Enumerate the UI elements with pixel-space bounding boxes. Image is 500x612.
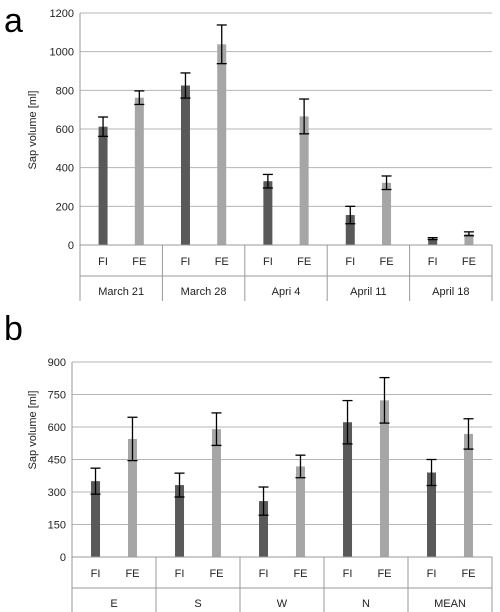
bar-fe [217, 44, 227, 245]
subcategory-label: FI [181, 256, 191, 268]
subcategory-label: FE [293, 568, 307, 580]
category-label: E [110, 598, 117, 610]
subcategory-label: FE [132, 256, 146, 268]
subcategory-label: FI [175, 568, 185, 580]
y-tick-label: 800 [56, 85, 74, 97]
y-tick-label: 750 [48, 390, 66, 402]
panel-a-chart: 0 200 400 600 800 1000 1200 FI FE March 21 FI FE Mar… [50, 8, 493, 301]
category-label: April 18 [432, 286, 469, 298]
subcategory-label: FE [462, 256, 476, 268]
subcategory-label: FI [345, 256, 355, 268]
bar-fe [211, 429, 221, 557]
bar-fi [259, 501, 269, 557]
y-tick-label: 0 [68, 240, 74, 252]
subcategory-label: FE [461, 568, 475, 580]
panel-a-letter: a [4, 2, 23, 40]
y-tick-label: 200 [56, 201, 74, 213]
bar-fi [180, 85, 190, 245]
subcategory-label: FE [297, 256, 311, 268]
y-tick-label: 1000 [50, 47, 74, 59]
y-tick-label: 450 [48, 455, 66, 467]
bar-fe [379, 400, 389, 557]
subcategory-label: FI [263, 256, 273, 268]
y-tick-label: 600 [56, 124, 74, 136]
subcategory-label: FI [428, 256, 438, 268]
panel-b-letter: b [4, 310, 23, 348]
bar-fe [463, 433, 473, 557]
bar-fe [127, 438, 137, 557]
bar-fi [263, 181, 273, 245]
category-label: MEAN [434, 598, 466, 610]
category-label: Apri 4 [272, 286, 301, 298]
bar-fi [428, 238, 438, 245]
panel-a-y-axis-label: Sap volume [ml] [27, 91, 39, 170]
bar-fe [382, 182, 392, 245]
subcategory-label: FE [125, 568, 139, 580]
category-label: March 21 [98, 286, 144, 298]
bar-fe [295, 466, 305, 557]
panel-b-y-axis-label: Sap volume [ml] [27, 391, 39, 470]
category-label: March 28 [181, 286, 227, 298]
bar-fi [98, 126, 108, 245]
category-label: S [194, 598, 201, 610]
subcategory-label: FI [98, 256, 108, 268]
category-label: N [362, 598, 370, 610]
y-tick-label: 400 [56, 163, 74, 175]
panel-b-chart: 0 150 300 450 600 750 900 FI FE E FI FE S FI FE W FI FE N F… [48, 357, 493, 612]
bar-fe [464, 233, 474, 245]
subcategory-label: FI [259, 568, 269, 580]
subcategory-label: FI [343, 568, 353, 580]
y-tick-label: 300 [48, 487, 66, 499]
subcategory-label: FI [427, 568, 437, 580]
subcategory-label: FI [91, 568, 101, 580]
bar-fe [134, 97, 144, 246]
subcategory-label: FE [377, 568, 391, 580]
bar-fi [91, 481, 101, 557]
bar-fi [345, 215, 355, 245]
y-tick-label: 900 [48, 357, 66, 369]
subcategory-label: FE [209, 568, 223, 580]
y-tick-label: 150 [48, 520, 66, 532]
category-label: W [277, 598, 288, 610]
y-tick-label: 600 [48, 422, 66, 434]
subcategory-label: FE [215, 256, 229, 268]
bar-fi [175, 485, 185, 557]
y-tick-label: 0 [60, 552, 66, 564]
category-label: April 11 [350, 286, 386, 298]
bar-fi [343, 422, 353, 557]
bar-fe [299, 116, 309, 245]
bar-fi [427, 472, 437, 557]
subcategory-label: FE [379, 256, 393, 268]
y-tick-label: 1200 [50, 8, 74, 20]
